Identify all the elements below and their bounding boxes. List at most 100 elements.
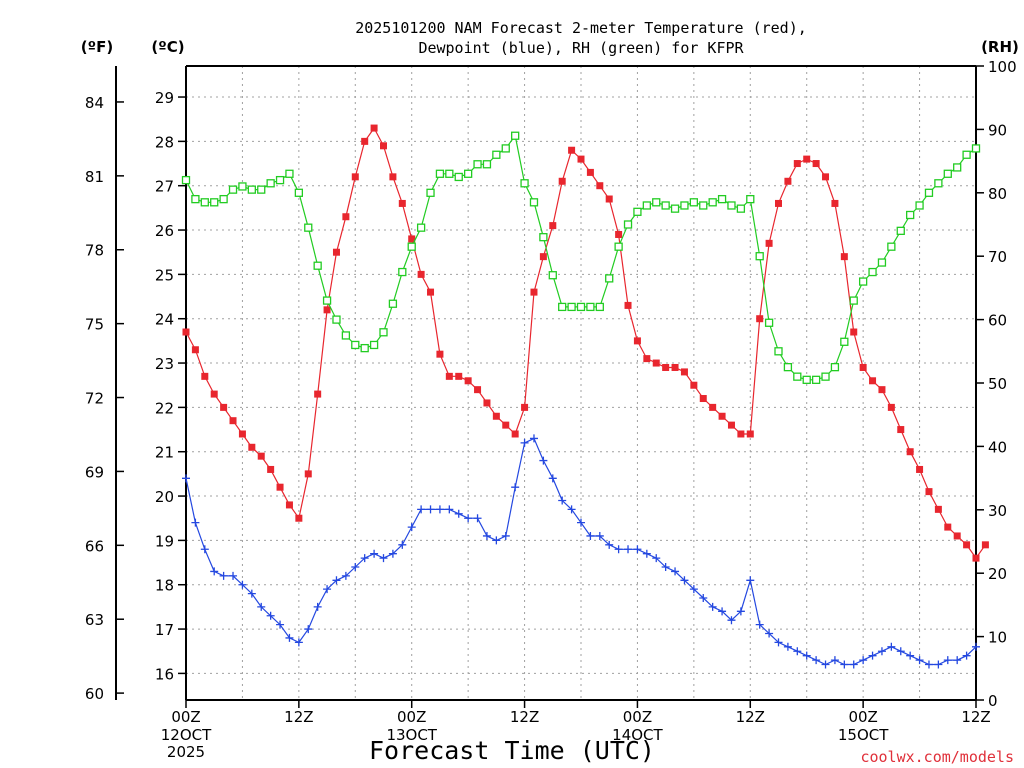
data-point: [934, 505, 942, 513]
data-point: [614, 545, 623, 554]
data-point: [380, 142, 387, 150]
data-point: [417, 270, 425, 278]
celsius-tick-label: 17: [155, 621, 174, 639]
data-point: [548, 271, 557, 280]
data-point: [229, 571, 238, 580]
data-point: [775, 199, 782, 207]
fahrenheit-tick-label: 66: [85, 537, 104, 555]
celsius-tick-label: 26: [155, 222, 174, 240]
data-point: [896, 647, 905, 656]
data-point: [482, 531, 491, 540]
data-point: [182, 328, 190, 336]
data-point: [341, 331, 351, 340]
data-point: [276, 620, 285, 629]
data-point: [388, 549, 397, 558]
data-point: [436, 350, 444, 358]
x-tick-date-label: 13OCT: [386, 726, 437, 744]
data-point: [877, 647, 886, 656]
data-point: [322, 296, 332, 305]
data-point: [963, 541, 971, 549]
data-point: [924, 188, 934, 197]
data-point: [831, 199, 839, 207]
data-point: [689, 198, 699, 207]
data-point: [717, 194, 727, 204]
data-point: [934, 179, 943, 188]
data-point: [294, 188, 304, 197]
data-point: [398, 267, 407, 277]
data-point: [596, 182, 604, 190]
data-point: [652, 554, 661, 563]
x-tick-date-label: 15OCT: [838, 726, 889, 744]
data-point: [756, 315, 764, 323]
x-tick-date-label: 14OCT: [612, 726, 663, 744]
data-point: [577, 518, 585, 527]
data-point: [219, 194, 228, 204]
rh-tick-label: 0: [988, 692, 998, 710]
x-tick-label: 12Z: [736, 708, 765, 726]
data-point: [558, 496, 567, 505]
data-point: [642, 549, 651, 558]
axes: [115, 65, 984, 708]
data-point: [850, 328, 858, 336]
data-point: [830, 656, 839, 665]
data-point: [699, 594, 708, 603]
data-point: [925, 488, 933, 496]
data-point: [351, 562, 360, 571]
series-line: [185, 126, 986, 560]
data-point: [971, 144, 981, 153]
data-point: [304, 470, 312, 478]
data-point: [746, 194, 755, 204]
data-point: [492, 412, 500, 420]
data-point: [416, 223, 426, 232]
data-point: [755, 620, 764, 629]
data-point: [915, 656, 924, 665]
data-point: [586, 531, 595, 540]
data-point: [595, 531, 604, 540]
data-point: [435, 169, 445, 178]
data-point: [567, 302, 576, 312]
data-point: [953, 163, 962, 172]
data-point: [906, 651, 915, 660]
celsius-axis-unit: (ºC): [151, 38, 184, 56]
data-point: [793, 160, 801, 168]
data-point: [417, 505, 426, 514]
celsius-tick-label: 22: [155, 399, 174, 417]
data-point: [520, 438, 529, 447]
data-point: [427, 288, 435, 296]
data-point: [191, 346, 199, 354]
data-point: [267, 465, 275, 473]
data-point: [784, 177, 792, 185]
x-tick-label: 12Z: [961, 708, 990, 726]
data-point: [887, 403, 895, 411]
data-point: [830, 362, 840, 372]
x-tick-label: 12Z: [284, 708, 313, 726]
data-point: [793, 647, 802, 656]
data-point: [549, 222, 557, 230]
data-point: [849, 296, 858, 305]
data-point: [708, 602, 717, 611]
data-point: [633, 545, 642, 554]
data-point: [869, 377, 877, 385]
data-point: [812, 656, 821, 665]
data-point: [332, 576, 341, 585]
data-point: [200, 198, 209, 207]
data-point: [916, 465, 924, 473]
data-point: [699, 201, 708, 210]
rh-axis-unit: (RH): [981, 38, 1019, 56]
data-point: [445, 505, 454, 514]
data-point: [360, 554, 369, 563]
data-point: [379, 554, 388, 563]
fahrenheit-tick-label: 81: [85, 168, 104, 186]
data-point: [878, 386, 886, 394]
data-point: [944, 523, 952, 531]
data-point: [812, 160, 820, 168]
data-point: [643, 355, 651, 363]
data-point: [332, 315, 341, 324]
data-point: [323, 585, 332, 594]
x-tick-year-label: 2025: [167, 743, 205, 761]
data-point: [275, 175, 285, 185]
series-dewpoint: [182, 434, 980, 669]
celsius-tick-label: 18: [155, 577, 174, 595]
data-point: [257, 185, 266, 194]
